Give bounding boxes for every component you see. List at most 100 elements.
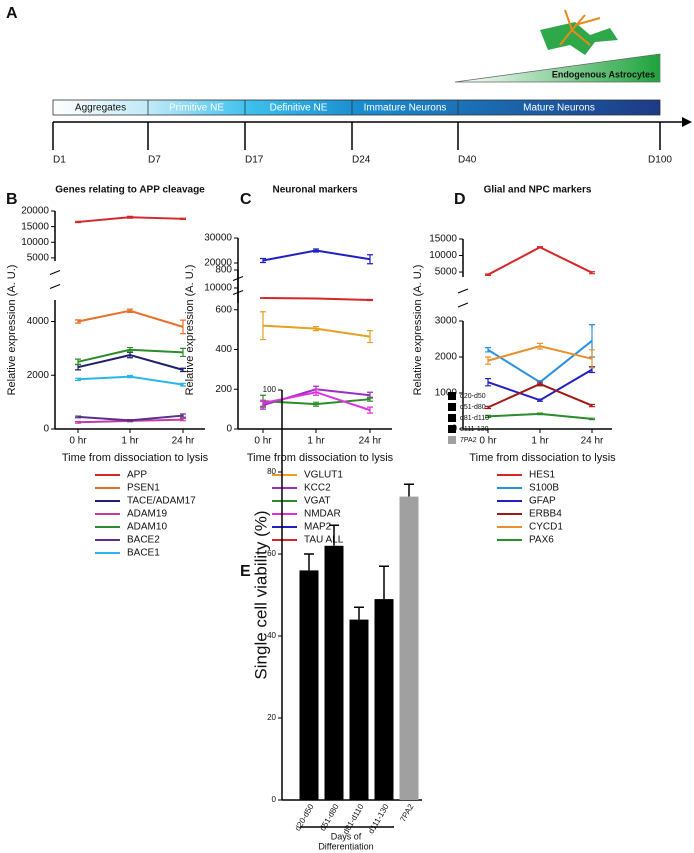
panel-label: E	[240, 563, 251, 580]
error-bar	[379, 565, 389, 600]
y-tick-label: 10000	[429, 250, 457, 261]
error-bar	[354, 606, 364, 620]
y-axis-label: Relative expression (A. U.)	[412, 265, 424, 396]
y-tick-label: 15000	[429, 234, 457, 245]
error-bar	[589, 349, 595, 369]
legend-label: ADAM19	[127, 509, 167, 520]
legend-swatch	[448, 425, 456, 433]
error-bar	[367, 254, 373, 265]
error-bar	[537, 412, 543, 416]
error-bar	[589, 417, 595, 421]
legend-label: PSEN1	[127, 483, 160, 494]
axis-break	[232, 276, 244, 295]
legend-swatch	[448, 392, 456, 400]
error-bar	[404, 483, 414, 497]
x-tick-label: 0 hr	[254, 436, 272, 447]
error-bar	[313, 326, 319, 332]
group-label: Days of	[331, 831, 362, 841]
error-bar	[260, 297, 266, 299]
stage-label: Mature Neurons	[523, 103, 595, 114]
y-tick-label: 15000	[21, 221, 49, 232]
error-bar	[485, 414, 491, 419]
y-axis-label: Relative expression (A. U.)	[184, 265, 196, 396]
error-bar	[485, 273, 491, 276]
legend-label: VGAT	[304, 496, 330, 507]
error-bar	[367, 396, 373, 402]
day-label: D17	[245, 155, 264, 166]
error-bar	[313, 401, 319, 407]
y-tick-label: 20	[267, 713, 276, 722]
panel-label: C	[240, 191, 252, 208]
x-axis-label: Time from dissociation to lysis	[62, 452, 209, 464]
y-tick-label: 0	[43, 424, 49, 435]
legend-label: TACE/ADAM17	[127, 496, 196, 507]
error-bar	[537, 398, 543, 402]
x-tick-label: 1 hr	[531, 436, 549, 447]
x-tick-label: d20-d50	[293, 802, 316, 832]
y-tick-label: 5000	[27, 253, 50, 264]
error-bar	[75, 415, 81, 419]
error-bar	[180, 347, 186, 358]
error-bar	[537, 381, 543, 387]
x-axis-label: Time from dissociation to lysis	[247, 452, 394, 464]
error-bar	[313, 297, 319, 300]
legend-swatch	[448, 414, 456, 422]
error-bar	[180, 413, 186, 418]
error-bar	[367, 298, 373, 302]
stage-label: Primitive NE	[169, 103, 224, 114]
y-tick-label: 800	[215, 265, 232, 276]
legend-swatch	[448, 436, 456, 444]
x-tick-label: 24 hr	[359, 436, 382, 447]
y-axis-label: Relative expression (A. U.)	[6, 265, 18, 396]
y-tick-label: 60	[267, 549, 276, 558]
y-tick-label: 5000	[435, 267, 458, 278]
error-bar	[180, 217, 186, 221]
legend-label: PAX6	[529, 535, 554, 546]
error-bar	[180, 367, 186, 373]
chart-title: Glial and NPC markers	[484, 185, 592, 196]
y-tick-label: 20000	[204, 258, 232, 269]
error-bar	[260, 399, 266, 407]
timeline-arrow	[682, 117, 692, 127]
panel-label: B	[6, 191, 18, 208]
error-bar	[75, 420, 81, 424]
bar	[374, 599, 394, 800]
legend-label: d111-130	[460, 426, 489, 433]
error-bar	[127, 374, 133, 379]
y-tick-label: 4000	[27, 316, 50, 327]
y-tick-label: 400	[215, 344, 232, 355]
error-bar	[537, 246, 543, 249]
error-bar	[75, 220, 81, 224]
legend-label: ERBB4	[529, 509, 562, 520]
error-bar	[260, 257, 266, 264]
day-label: D7	[148, 155, 161, 166]
y-tick-label: 10000	[204, 283, 232, 294]
error-bar	[180, 382, 186, 387]
day-label: D24	[352, 155, 371, 166]
error-bar	[75, 358, 81, 366]
x-tick-label: d111-130	[366, 802, 390, 835]
x-tick-label: 7PA2	[398, 802, 416, 823]
y-tick-label: 30000	[204, 233, 232, 244]
y-tick-label: 200	[215, 384, 232, 395]
y-tick-label: 2000	[27, 370, 50, 381]
error-bar	[485, 347, 491, 353]
error-bar	[313, 248, 319, 253]
y-tick-label: 40	[267, 631, 276, 640]
x-tick-label: 24 hr	[581, 436, 604, 447]
legend-label: VGLUT1	[304, 470, 343, 481]
x-axis-label: Time from dissociation to lysis	[469, 452, 616, 464]
legend-label: NMDAR	[304, 509, 341, 520]
y-tick-label: 2000	[435, 352, 458, 363]
error-bar	[180, 319, 186, 335]
legend-label: d81-d110	[460, 415, 489, 422]
y-tick-label: 0	[226, 424, 232, 435]
x-tick-label: 24 hr	[172, 436, 195, 447]
astrocyte-wedge	[454, 53, 661, 83]
error-bar	[537, 342, 543, 350]
legend-label: 7PA2	[460, 437, 477, 444]
chart-title: Genes relating to APP cleavage	[55, 185, 205, 196]
error-bar	[367, 330, 373, 344]
error-bar	[485, 356, 491, 365]
error-bar	[329, 524, 339, 546]
